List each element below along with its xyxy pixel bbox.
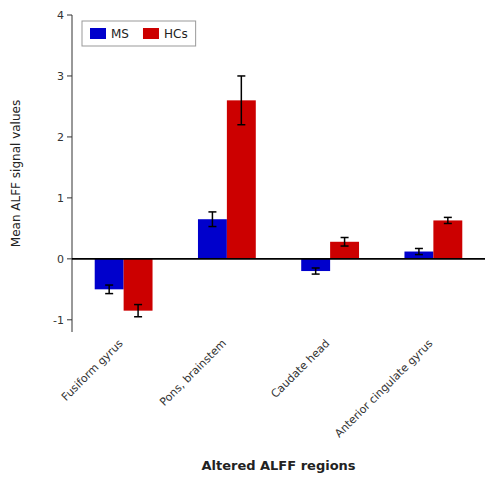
y-tick (67, 319, 72, 320)
error-bar-cap (312, 273, 320, 275)
bar (95, 259, 124, 289)
bars (95, 76, 463, 317)
x-tick-label: Caudate head (268, 337, 332, 401)
y-tick (67, 75, 72, 76)
error-bar-cap (444, 217, 452, 219)
error-bar-cap (415, 248, 423, 250)
legend-label: MS (111, 27, 129, 41)
error-bar-stem (418, 248, 420, 254)
y-tick (67, 197, 72, 198)
error-bar-stem (344, 238, 346, 247)
y-tick-label: -1 (53, 314, 64, 327)
x-tick-label: Anterior cingulate gyrus (332, 337, 435, 440)
error-bar-stem (137, 305, 139, 317)
error-bar-cap (312, 267, 320, 269)
y-tick-label: 2 (57, 131, 64, 144)
error-bar (312, 268, 320, 274)
error-bar-stem (108, 285, 110, 294)
y-tick-label: 4 (57, 9, 64, 22)
error-bar-cap (237, 124, 245, 126)
x-axis-label: Altered ALFF regions (201, 458, 355, 473)
bar (124, 259, 153, 311)
x-tick-label: Fusiform gyrus (59, 337, 126, 404)
error-bar (134, 305, 142, 317)
error-bar-cap (208, 226, 216, 228)
chart: -1 0 1 2 3 4 Fusiform gyrus Pons, brainstem Caud… (0, 0, 500, 482)
y-axis-label: Mean ALFF signal values (9, 100, 23, 247)
legend-label: HCs (164, 27, 188, 41)
y-tick-label: 3 (57, 70, 64, 83)
error-bar-cap (105, 293, 113, 295)
y-axis-line (72, 15, 73, 332)
error-bar-cap (237, 75, 245, 77)
error-bar (208, 212, 216, 227)
bar (433, 220, 462, 258)
y-tick-label: 0 (57, 253, 64, 266)
error-bar-cap (444, 223, 452, 225)
error-bar-cap (415, 254, 423, 256)
error-bar-cap (105, 284, 113, 286)
bar (227, 100, 256, 259)
error-bar (341, 238, 349, 247)
legend-swatch (143, 28, 159, 39)
x-tick-label: Pons, brainstem (157, 337, 229, 409)
y-tick (67, 258, 72, 259)
baseline (72, 258, 485, 260)
error-bar-cap (341, 237, 349, 239)
error-bar (415, 248, 423, 254)
legend-frame (82, 21, 196, 46)
y-tick-label: 1 (57, 192, 64, 205)
y-tick (67, 136, 72, 137)
error-bar-stem (241, 76, 243, 125)
error-bar-cap (341, 245, 349, 247)
error-bar-stem (315, 268, 317, 274)
error-bar-cap (208, 211, 216, 213)
error-bar-stem (212, 212, 214, 227)
y-tick (67, 15, 72, 16)
error-bar (444, 217, 452, 223)
error-bar (237, 76, 245, 125)
error-bar-cap (134, 304, 142, 306)
error-bar-cap (134, 316, 142, 318)
legend: MS HCs (82, 21, 196, 46)
error-bar-stem (447, 217, 449, 223)
legend-swatch (90, 28, 106, 39)
error-bar (105, 285, 113, 294)
